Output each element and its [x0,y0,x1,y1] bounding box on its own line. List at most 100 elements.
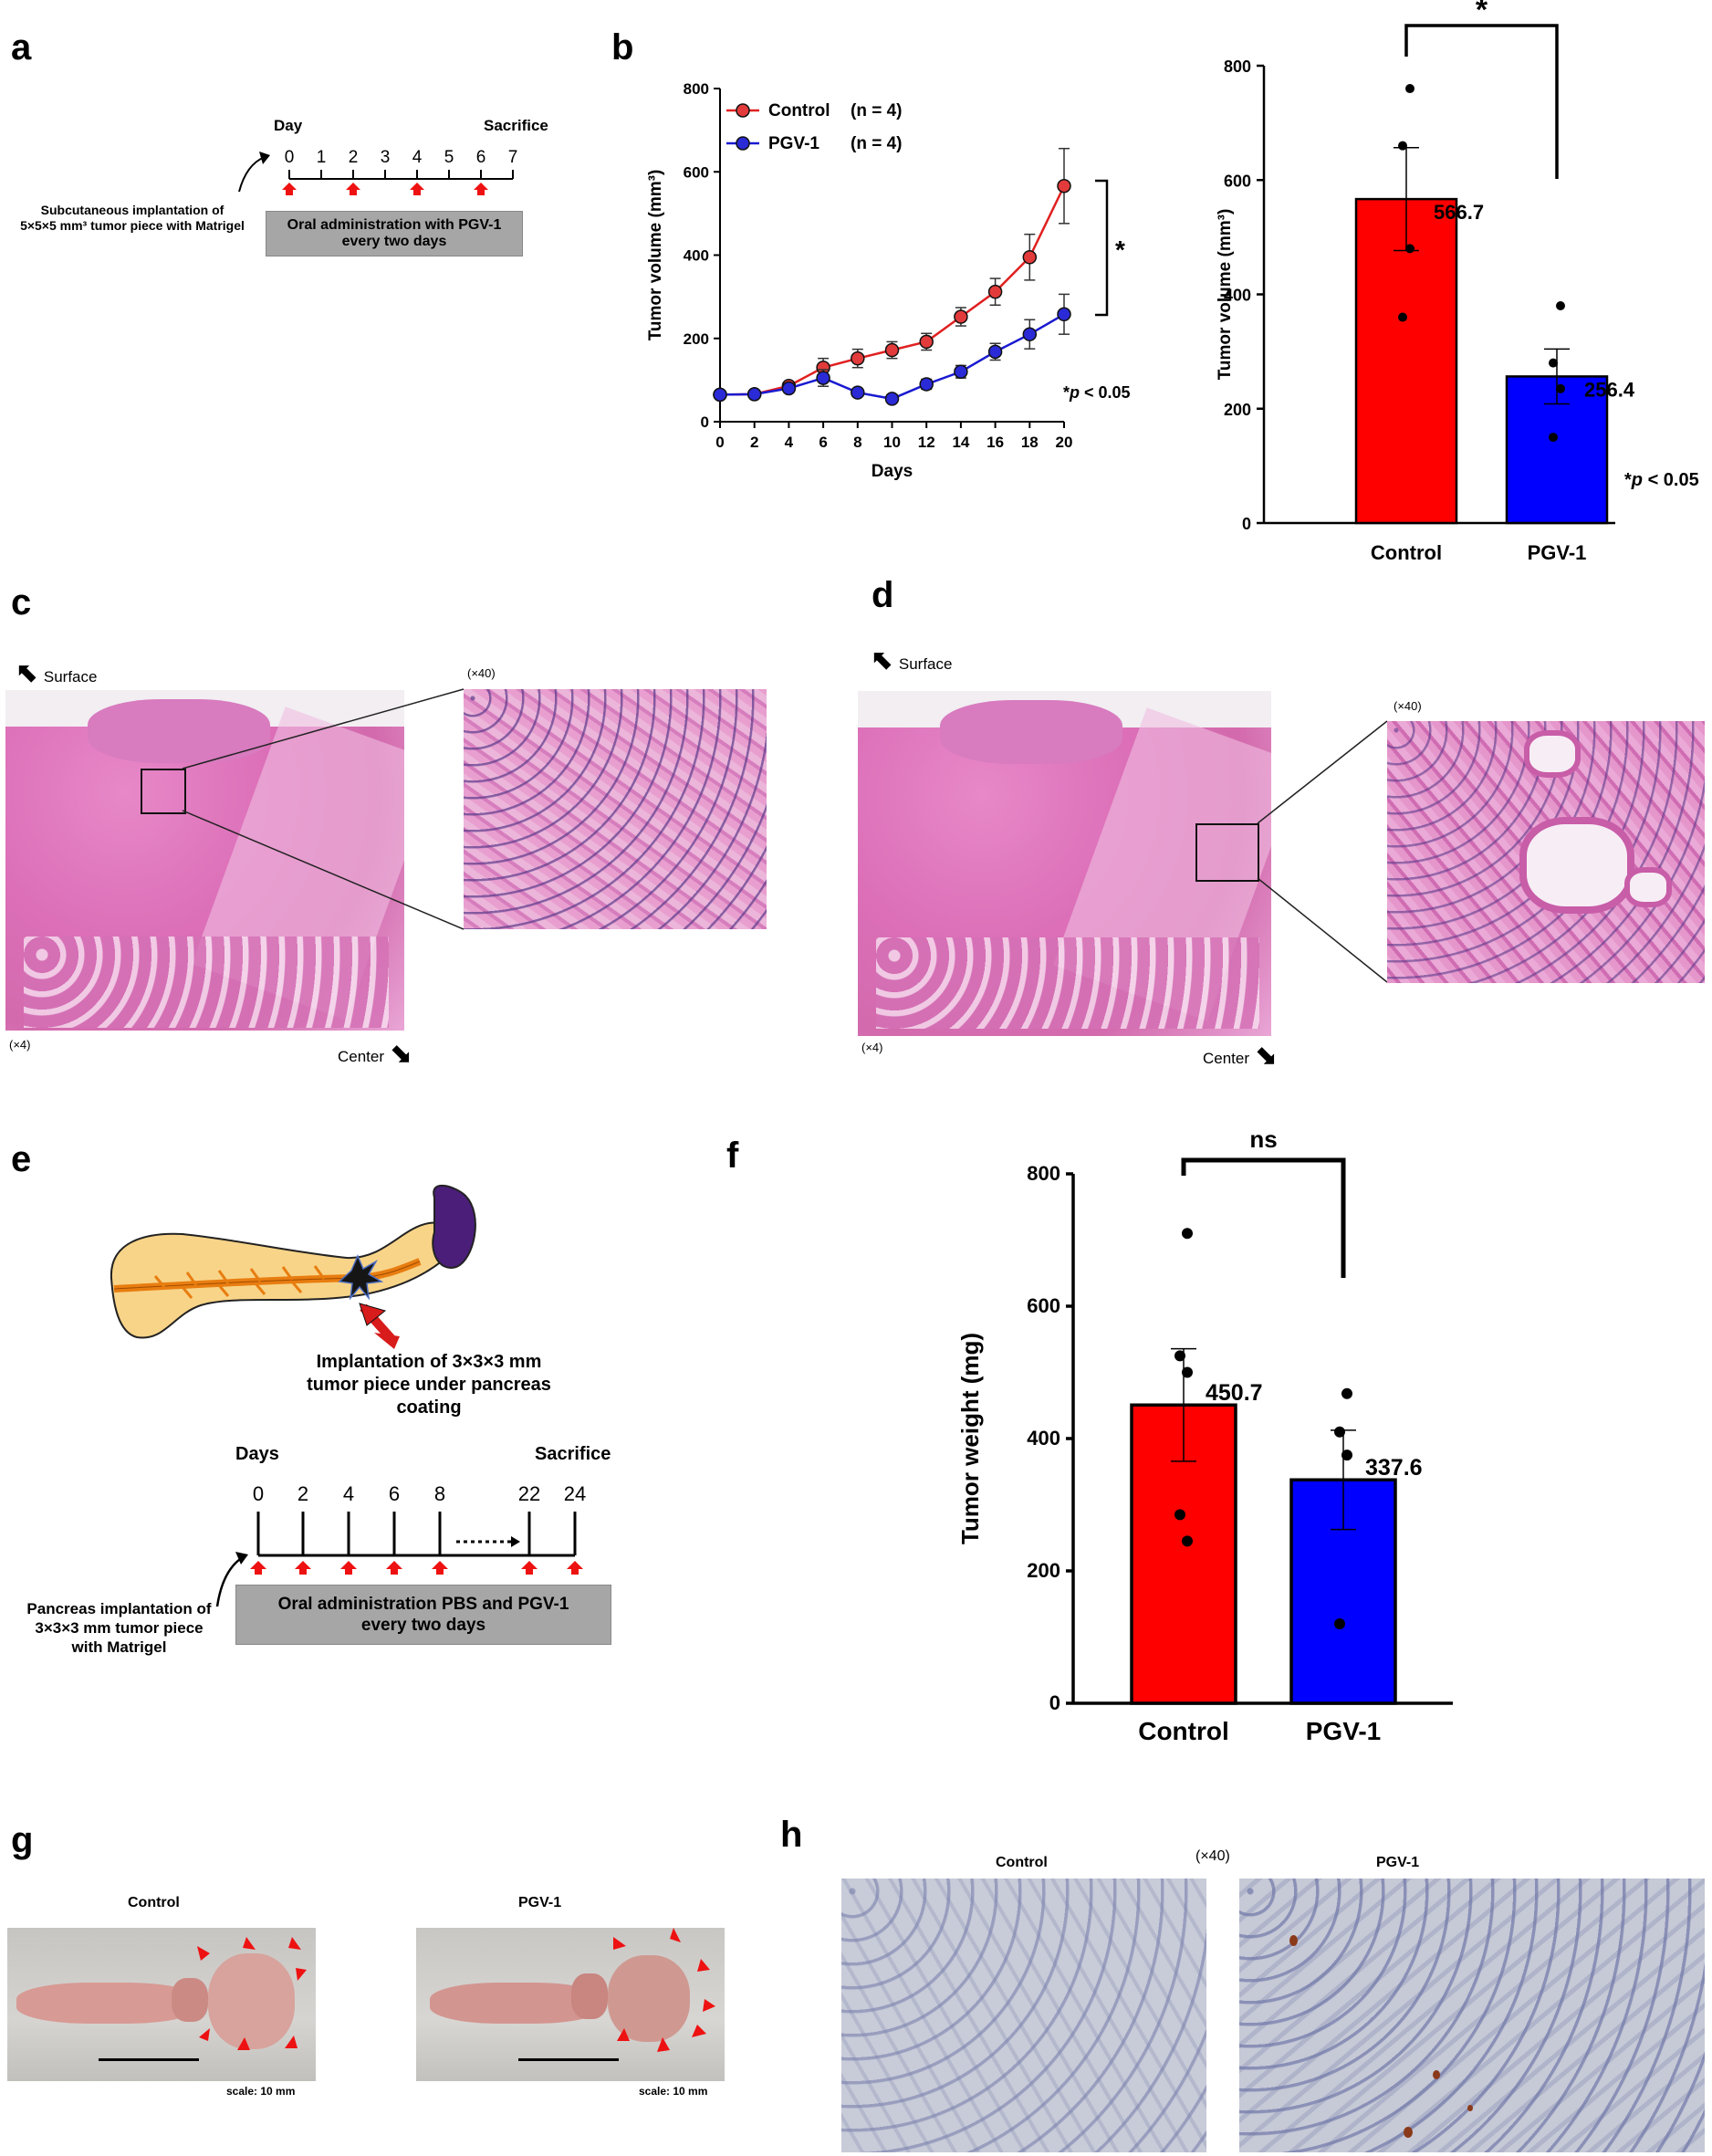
individual-point [1398,141,1407,151]
significance-star: * [1115,235,1125,264]
data-point [954,364,968,379]
oral-admin-box-e: Oral administration PBS and PGV-1 every … [235,1585,611,1645]
surface-label-c: ⬉ Surface [16,658,98,688]
histology-high-mag-c [464,689,767,929]
data-point [1022,327,1038,341]
individual-point [1549,433,1558,443]
x-tick-label: 8 [853,434,861,451]
timeline-day-label: 1 [317,148,327,167]
y-tick-label: 600 [1224,172,1251,190]
data-point [746,387,762,402]
red-arrow-icon [567,1561,583,1575]
red-arrow-icon [410,183,424,195]
scale-label-control: scale: 10 mm [226,2085,296,2098]
category-label: PGV-1 [1528,541,1587,564]
y-tick-label: 800 [684,80,709,98]
timeline-day-label: 7 [508,148,518,167]
timeline-day-label: 3 [381,148,391,167]
arrow-up-left-icon: ⬉ [872,645,895,675]
red-arrow-icon [386,1561,402,1575]
data-point [884,392,900,406]
day-label: Day [274,117,303,134]
data-point [919,377,934,392]
significance-label: * [1476,0,1488,27]
panel-label-a: a [11,27,32,68]
individual-point [1182,1366,1193,1378]
individual-point [1556,301,1565,311]
data-point [1057,179,1071,194]
p-value-annotation: *p < 0.05 [1624,470,1699,490]
individual-point [1182,1228,1193,1240]
timeline-day-label: 5 [444,148,454,167]
y-tick-label: 200 [1027,1559,1060,1582]
value-label: 566.7 [1434,201,1484,224]
timeline-day-label: 0 [285,148,295,167]
y-tick-label: 400 [1027,1427,1060,1450]
red-arrow-icon [250,1561,266,1575]
timeline-day-label: 2 [349,148,359,167]
data-point [954,309,968,324]
category-label: Control [1138,1717,1229,1745]
arrow-down-right-icon: ⬊ [388,1038,412,1068]
ihc-pgv [1239,1879,1705,2152]
x-tick-label: 12 [918,434,935,451]
timeline-day-label: 2 [298,1482,308,1505]
h-control-title: Control [996,1855,1048,1870]
h-mag-label: (×40) [1195,1848,1230,1864]
category-label: Control [1371,541,1442,564]
mag-high-d: (×40) [1394,699,1422,713]
y-tick-label: 800 [1224,58,1251,76]
x-tick-label: 14 [952,434,969,451]
y-axis-label: Tumor weight (mg) [956,1333,984,1544]
value-label: 256.4 [1584,378,1635,401]
scale-label-pgv: scale: 10 mm [639,2085,708,2098]
timeline-day-label: 24 [564,1482,586,1505]
implantation-text: Subcutaneous implantation of 5×5×5 mm³ t… [20,203,245,233]
legend-label: PGV-1 [768,134,819,153]
y-tick-label: 200 [1224,401,1251,419]
category-label: PGV-1 [1306,1717,1381,1745]
individual-point [1556,383,1565,393]
mag-high-c: (×40) [467,666,496,680]
y-tick-label: 800 [1027,1162,1060,1185]
x-tick-label: 0 [715,434,724,451]
legend-marker [736,136,750,151]
timeline-day-label: 0 [253,1482,264,1505]
individual-point [1398,312,1407,322]
data-point [919,334,934,350]
y-axis-label: Tumor volume (mm³) [1216,209,1235,381]
mag-low-c: (×4) [9,1038,31,1052]
oral-admin-box-a: Oral administration with PGV-1 every two… [266,211,523,256]
significance-label: ns [1249,1125,1277,1153]
red-arrow-icon [432,1561,448,1575]
y-tick-label: 600 [684,163,709,181]
mag-low-d: (×4) [861,1041,883,1054]
g-control-title: Control [128,1895,180,1910]
y-tick-label: 0 [1049,1691,1060,1714]
data-point [816,371,830,385]
data-point [987,344,1003,360]
legend-n: (n = 4) [851,101,902,120]
red-arrow-icon [295,1561,311,1575]
photo-control-pancreas [7,1928,316,2081]
individual-point [1334,1618,1345,1629]
significance-bracket [1095,179,1109,317]
days-label-e: Days [235,1444,279,1464]
individual-point [1182,1535,1193,1547]
x-tick-label: 18 [1021,434,1039,451]
red-arrow-icon [282,183,297,195]
panel-label-b: b [611,27,634,68]
value-label: 450.7 [1206,1380,1263,1406]
red-arrow-icon [340,1561,357,1575]
data-point [851,351,865,366]
individual-point [1341,1450,1352,1461]
x-tick-label: 2 [750,434,758,451]
y-tick-label: 600 [1027,1294,1060,1317]
individual-point [1405,84,1414,94]
implant-caption-e: Implantation of 3×3×3 mm tumor piece und… [307,1352,551,1418]
